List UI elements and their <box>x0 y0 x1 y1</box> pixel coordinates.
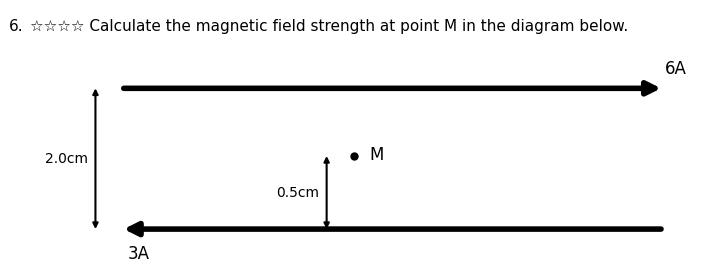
Text: 6.: 6. <box>8 19 23 34</box>
Text: ☆☆☆☆ Calculate the magnetic field strength at point M in the diagram below.: ☆☆☆☆ Calculate the magnetic field streng… <box>30 19 628 34</box>
Text: 3A: 3A <box>127 245 149 263</box>
Text: 0.5cm: 0.5cm <box>276 185 320 200</box>
Text: 2.0cm: 2.0cm <box>45 152 88 166</box>
Text: 6A: 6A <box>665 60 686 78</box>
Text: M: M <box>369 145 383 164</box>
